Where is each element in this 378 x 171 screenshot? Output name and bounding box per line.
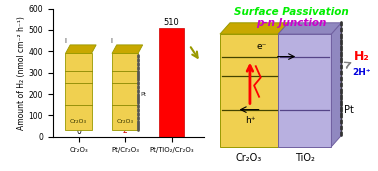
Text: H₂: H₂ (353, 50, 369, 63)
Text: Surface Passivation: Surface Passivation (234, 7, 349, 17)
Text: Cr₂O₃: Cr₂O₃ (116, 119, 133, 124)
Bar (159, 28, 184, 137)
Text: 0: 0 (76, 127, 81, 135)
Text: p-n Junction: p-n Junction (256, 18, 327, 28)
Polygon shape (278, 23, 341, 34)
Text: 510: 510 (164, 18, 180, 27)
Polygon shape (220, 23, 288, 34)
Text: 2H⁺: 2H⁺ (352, 68, 370, 77)
Polygon shape (332, 23, 341, 147)
Text: Pt: Pt (140, 91, 146, 97)
Text: Cr₂O₃: Cr₂O₃ (236, 153, 262, 163)
Text: h⁺: h⁺ (245, 116, 255, 125)
Text: Cr₂O₃: Cr₂O₃ (70, 119, 87, 124)
Text: I: I (110, 38, 113, 44)
Text: I: I (64, 38, 66, 44)
Text: 2: 2 (122, 126, 127, 135)
Polygon shape (65, 45, 96, 53)
Y-axis label: Amount of H₂ (nmol cm⁻² h⁻¹): Amount of H₂ (nmol cm⁻² h⁻¹) (17, 16, 26, 130)
Polygon shape (112, 45, 143, 53)
Polygon shape (65, 53, 91, 130)
Polygon shape (220, 34, 278, 147)
Text: Pt: Pt (344, 105, 354, 115)
Polygon shape (112, 53, 138, 130)
Polygon shape (278, 34, 332, 147)
Text: e⁻: e⁻ (256, 42, 267, 51)
Text: TiO₂: TiO₂ (295, 153, 315, 163)
